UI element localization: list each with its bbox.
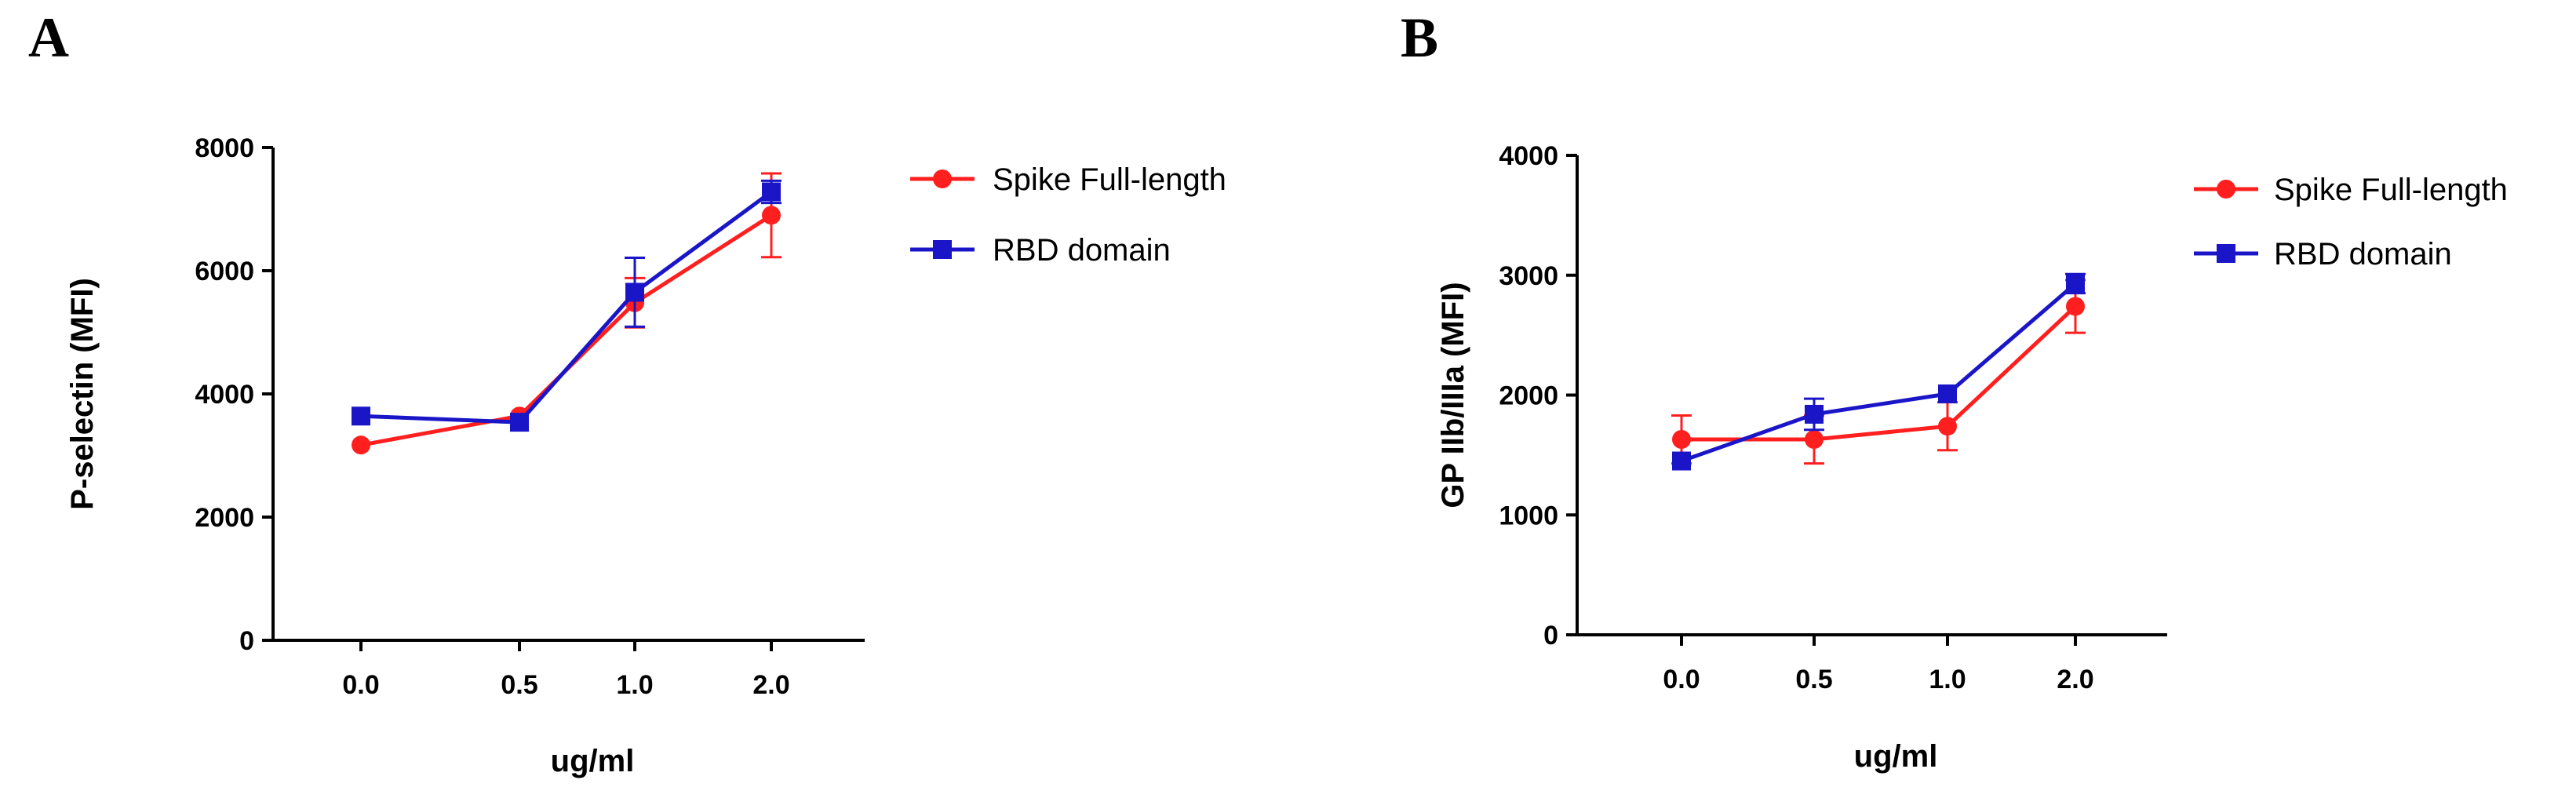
legend-label: Spike Full-length: [2274, 173, 2508, 207]
data-point-spike: [1805, 430, 1824, 450]
data-point-rbd: [1672, 451, 1691, 471]
x-axis-title: ug/ml: [1854, 739, 1938, 774]
legend-marker-spike: [933, 169, 952, 188]
x-tick-label: 1.0: [1929, 665, 1966, 694]
data-point-rbd: [510, 413, 529, 432]
legend-marker-spike: [2217, 180, 2235, 199]
data-point-spike: [1938, 417, 1957, 436]
data-point-spike: [762, 206, 781, 225]
panel-letter-a: A: [28, 6, 69, 69]
y-axis-title: P-selectin (MFI): [65, 278, 100, 510]
series-line-rbd: [360, 190, 773, 425]
data-point-spike: [2066, 297, 2085, 316]
x-axis-title: ug/ml: [551, 744, 635, 778]
series-line-spike: [360, 213, 773, 447]
panel-letter-b: B: [1401, 6, 1438, 69]
x-tick-label: 0.5: [1795, 665, 1832, 694]
y-tick-label: 8000: [195, 133, 254, 163]
series-line-rbd: [1681, 282, 2077, 463]
y-tick-label: 0: [1543, 621, 1558, 650]
data-point-rbd: [1938, 384, 1957, 403]
legend-label: Spike Full-length: [993, 162, 1226, 197]
y-tick-label: 3000: [1499, 261, 1558, 291]
y-axis-title: GP IIb/IIIa (MFI): [1436, 282, 1470, 508]
data-point-spike: [352, 435, 370, 455]
x-tick-label: 0.0: [1663, 665, 1700, 694]
y-tick-label: 4000: [1499, 141, 1558, 171]
legend-marker-rbd: [2217, 244, 2235, 263]
legend-label: RBD domain: [2274, 237, 2452, 271]
x-tick-label: 1.0: [616, 670, 653, 700]
data-point-rbd: [2066, 274, 2085, 293]
y-tick-label: 6000: [195, 257, 254, 286]
y-tick-label: 1000: [1499, 501, 1558, 530]
y-tick-label: 0: [239, 626, 254, 656]
chart-panel-a: 0 2000 4000 6000 8000 0.0 0.5 1.0 2.0 ug/ml P-sele…: [65, 133, 1226, 778]
x-tick-label: 0.0: [342, 670, 379, 700]
chart-panel-b: 0 1000 2000 3000 4000 0.0 0.5 1.0 2.0 ug/ml GP IIb…: [1436, 141, 2508, 774]
y-tick-label: 2000: [1499, 381, 1558, 411]
data-point-rbd: [625, 282, 644, 302]
x-tick-label: 2.0: [2057, 665, 2093, 694]
x-tick-label: 2.0: [752, 670, 789, 700]
data-point-rbd: [762, 182, 781, 202]
data-point-rbd: [352, 406, 370, 426]
y-tick-label: 4000: [195, 380, 254, 410]
data-point-spike: [1672, 430, 1691, 450]
series-line-spike: [1682, 304, 2077, 442]
legend-marker-rbd: [933, 240, 952, 259]
data-point-rbd: [1805, 404, 1824, 424]
legend-label: RBD domain: [993, 233, 1171, 268]
y-tick-label: 2000: [195, 503, 254, 533]
x-tick-label: 0.5: [501, 670, 537, 700]
